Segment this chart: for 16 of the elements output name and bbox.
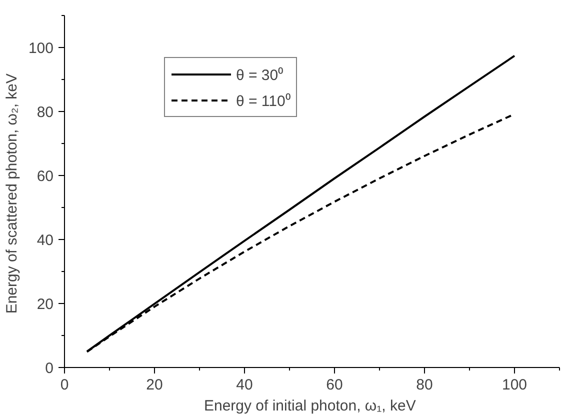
y-tick-label: 20 <box>36 296 54 313</box>
y-tick-label: 60 <box>36 168 54 185</box>
x-tick-label: 80 <box>416 376 433 394</box>
legend-label: θ = 110⁰ <box>236 92 290 110</box>
legend-label: θ = 30⁰ <box>236 66 284 84</box>
x-tick-label: 0 <box>60 376 69 394</box>
x-tick-label: 60 <box>326 376 343 394</box>
x-tick-label: 20 <box>146 376 163 394</box>
x-tick-label: 40 <box>236 376 253 394</box>
y-tick-label: 80 <box>36 104 54 121</box>
x-axis-title: Energy of initial photon, ω₁, keV <box>204 398 416 414</box>
x-tick-label: 100 <box>502 376 528 394</box>
y-tick-label: 40 <box>36 232 54 249</box>
y-tick-label: 0 <box>45 360 54 377</box>
y-axis-title: Energy of scattered photon, ω₂, keV <box>3 73 20 314</box>
y-tick-label: 100 <box>28 40 54 57</box>
